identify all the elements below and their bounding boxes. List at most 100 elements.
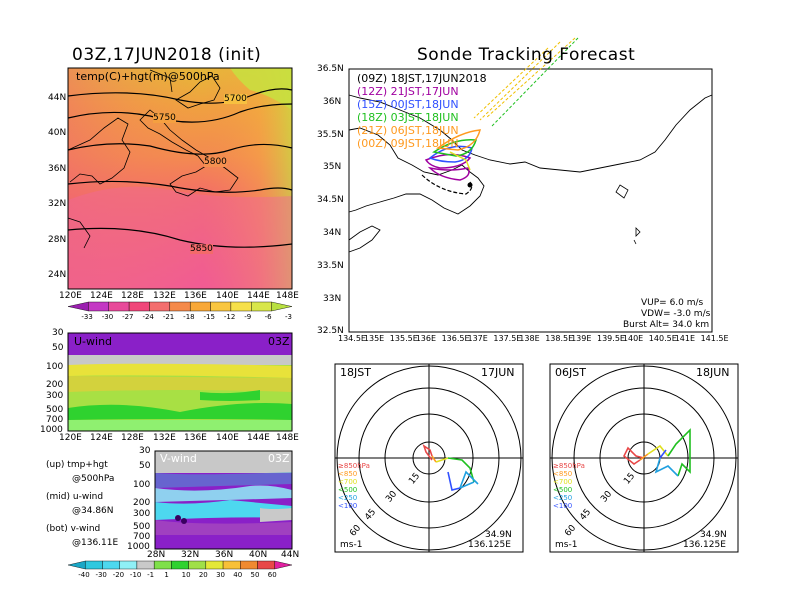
lon-label: 138.5E [545,334,574,343]
lat-label: 36N [323,97,342,107]
colorbar-tick-label: -30 [101,313,114,321]
colorbar-segment [257,560,275,570]
colorbar-tick-label: 10 [181,571,191,579]
burst-label: Burst Alt= 34.0 km [623,320,710,330]
legend-mid: (mid) u-wind [46,492,104,502]
track-legend-item: (00Z) 09JST,18JUN [357,137,459,150]
hodo-lat: 34.9N [700,530,727,540]
lon-label: 120E [59,433,82,443]
legend-mid2: @34.86N [72,506,114,516]
hodo-lon: 136.125E [468,540,511,550]
contour-label: 5750 [153,113,176,123]
hodo-legend-item: <700 [553,478,573,486]
colorbar-segment [171,560,189,570]
hodo-date: 18JUN [696,366,730,379]
colorbar-tick-label: 50 [250,571,260,579]
colorbar-segment [205,560,224,570]
colorbar-tick-label: 40 [233,571,243,579]
colorbar-tick-label: -27 [122,313,134,321]
lon-label: 134.5E [338,334,366,343]
lon-label: 132E [153,291,176,301]
vwind-panel [154,450,293,550]
track-legend-item: (18Z) 03JST,18JUN [357,111,459,124]
lon-label: 139E [571,334,592,343]
colorbar-tick-label: -18 [183,313,195,321]
p-label: 300 [46,391,64,401]
track-legend-item: (09Z) 18JST,17JUN2018 [357,72,487,85]
colorbar-segment [102,560,120,570]
colorbar-tick-label: -20 [112,571,125,579]
lon-label: 124E [90,433,113,443]
hodo-date: 17JUN [481,366,515,379]
lon-label: 136E [184,433,207,443]
hodo-legend-item: <700 [338,478,358,486]
lat-label: 32N [48,199,67,209]
colorbar-segment [119,560,138,570]
lon-label: 140.5E [648,334,677,343]
track-panel-title: Sonde Tracking Forecast [417,45,636,65]
colorbar-tick-label: -40 [78,571,90,579]
p-label: 700 [46,415,64,425]
colorbar-segment [240,560,258,570]
lat-label: 32N [181,550,200,560]
colorbar-segment [189,301,211,312]
colorbar-segment [128,301,150,312]
lon-label: 135.5E [389,334,418,343]
p-label: 1000 [127,542,150,552]
track-legend-item: (15Z) 00JST,18JUN [357,98,459,111]
lat-label: 40N [249,550,268,560]
colorbar-segment [210,301,232,312]
colorbar-segment [271,301,293,312]
colorbar-tick-label: -1 [147,571,155,579]
lat-label: 36N [215,550,234,560]
colorbar-segment [169,301,191,312]
colorbar-segment [251,301,272,312]
lat-label: 34.5N [317,195,344,205]
lon-label: 132E [153,433,176,443]
hodo-legend-item: ≥850hPa [338,462,370,470]
p-label: 1000 [40,425,63,435]
track-legend-item: (12Z) 21JST,17JUN [357,85,459,98]
lon-label: 141.5E [700,334,729,343]
colorbar-segment [153,560,172,570]
colorbar-segment [274,560,293,570]
vdw-label: VDW= -3.0 m/s [641,309,711,319]
p-label: 500 [46,405,64,415]
legend-up2: @500hPa [72,474,115,484]
colorbar-tick-label: 30 [216,571,225,579]
temp-colorbar [67,301,293,312]
p-label: 50 [52,343,64,353]
lat-label: 44N [48,93,67,103]
main-panel-title: 03Z,17JUN2018 (init) [72,45,262,65]
lon-label: 148E [276,291,299,301]
lat-label: 33.5N [317,261,344,271]
uwind-panel [67,332,293,432]
vwind-name: V-wind [160,452,197,465]
hodo-unit: ms-1 [555,540,578,550]
lat-label: 28N [147,550,166,560]
lon-label: 124E [90,291,113,301]
lon-label: 137.5E [493,334,522,343]
contour-label: 5700 [224,94,247,104]
hodo-legend-item: <850 [553,470,573,478]
lon-label: 148E [276,433,299,443]
lat-label: 35.5N [317,130,344,140]
lon-label: 137E [467,334,488,343]
lat-label: 44N [281,550,300,560]
lat-label: 28N [48,235,67,245]
lon-label: 136E [184,291,207,301]
colorbar-tick-label: -6 [264,313,272,321]
lon-label: 136.5E [441,334,470,343]
legend-up: (up) tmp+hgt [46,460,108,470]
track-legend-item: (21Z) 06JST,18JUN [357,124,459,137]
colorbar-segment [222,560,241,570]
hodo-unit: ms-1 [340,540,363,550]
p-label: 100 [133,480,151,490]
lon-label: 144E [247,433,270,443]
colorbar-tick-label: -30 [95,571,107,579]
lon-label: 144E [247,291,270,301]
temp-map [67,67,293,290]
colorbar-segment [88,301,109,312]
lat-label: 34N [323,228,342,238]
lat-label: 35N [323,162,342,172]
